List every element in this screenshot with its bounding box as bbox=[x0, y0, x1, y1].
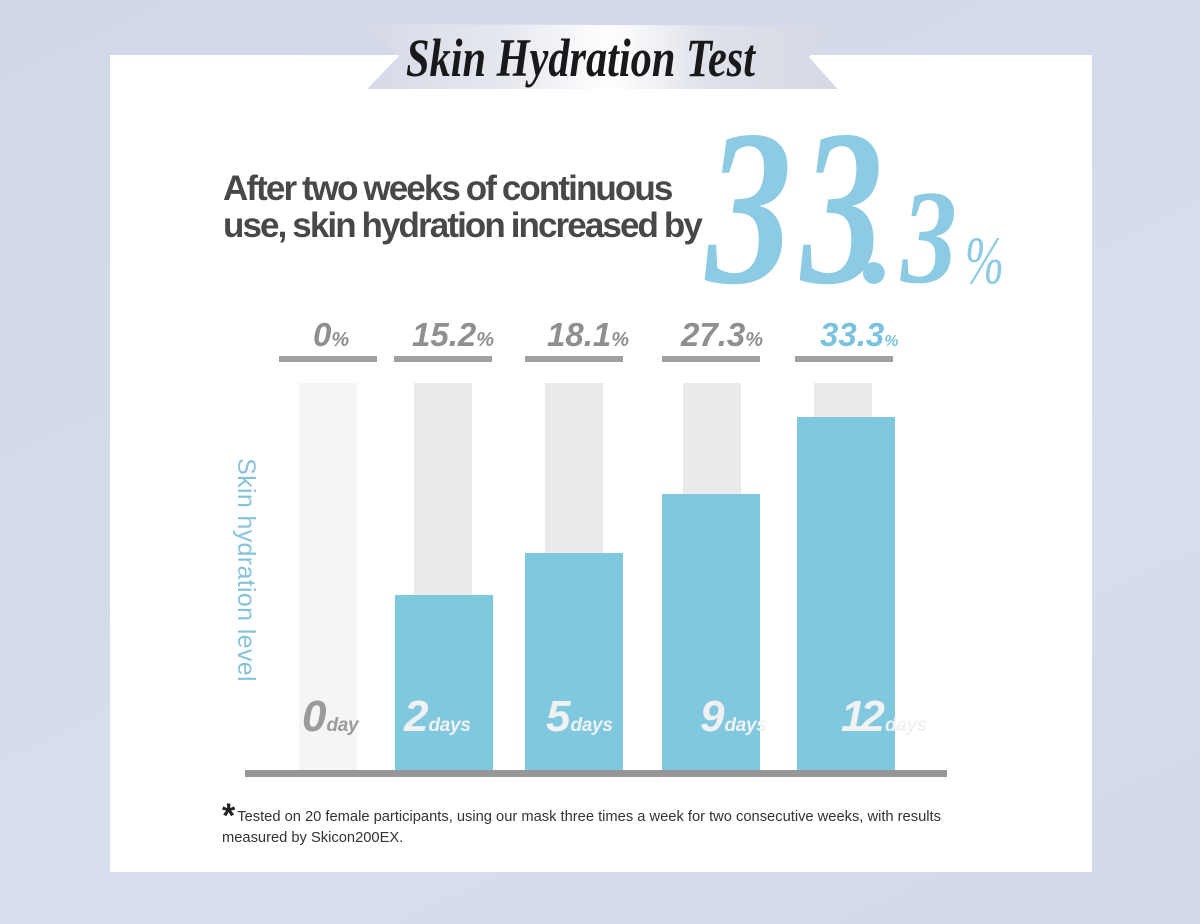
svg-text:Skin Hydration Test: Skin Hydration Test bbox=[406, 28, 757, 88]
svg-text:.: . bbox=[862, 163, 896, 300]
svg-text:3: 3 bbox=[899, 163, 957, 300]
svg-text:3: 3 bbox=[800, 100, 883, 300]
svg-text:%: % bbox=[965, 222, 1004, 298]
svg-text:3: 3 bbox=[704, 100, 792, 300]
